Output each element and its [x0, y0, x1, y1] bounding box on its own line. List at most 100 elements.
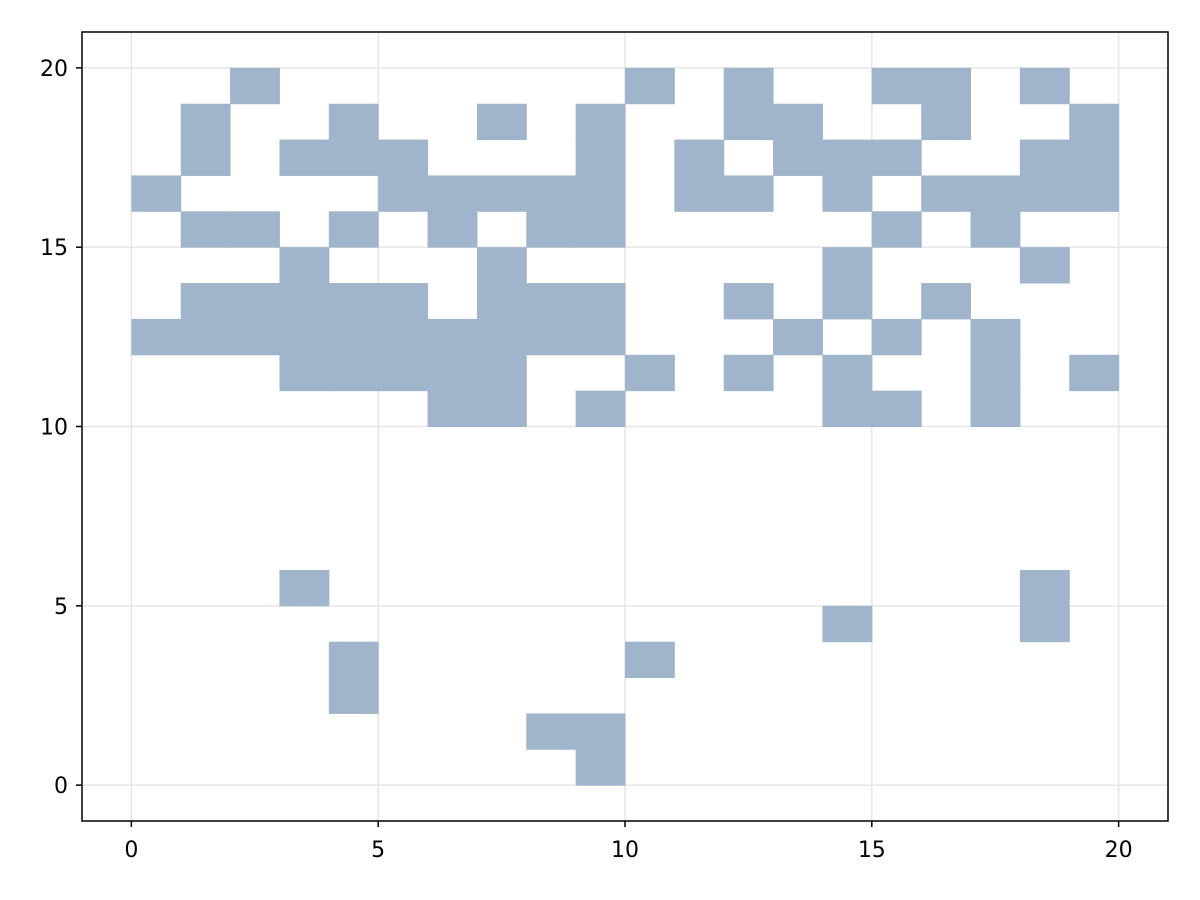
x-tick-label: 0	[124, 838, 138, 863]
heatmap-cell	[822, 390, 873, 427]
heatmap-cell	[476, 283, 527, 320]
heatmap-cell	[230, 283, 280, 320]
heatmap-cell	[230, 211, 280, 248]
heatmap-cell	[526, 283, 577, 320]
heatmap-cell	[871, 211, 922, 248]
heatmap-cell	[723, 175, 774, 212]
heatmap-cell	[723, 67, 774, 105]
heatmap-cell	[970, 175, 1021, 212]
x-tick-label: 20	[1105, 838, 1133, 863]
heatmap-cell	[822, 283, 873, 320]
heatmap-cell	[180, 318, 231, 356]
heatmap-cell	[526, 713, 577, 750]
y-tick-label: 20	[40, 57, 68, 82]
heatmap-cell	[921, 67, 972, 105]
heatmap-cell	[625, 67, 675, 105]
heatmap-cell	[476, 175, 527, 212]
heatmap-cell	[1019, 247, 1070, 284]
heatmap-cell	[427, 390, 478, 427]
heatmap-cell	[427, 318, 478, 356]
heatmap-cell	[476, 103, 527, 141]
heatmap-cell	[180, 139, 231, 176]
heatmap-cell	[476, 390, 527, 427]
heatmap-cell	[378, 139, 429, 176]
y-tick-label: 0	[54, 774, 68, 799]
heatmap-cell	[378, 318, 429, 356]
heatmap-cells	[131, 67, 1120, 786]
y-tick-label: 5	[54, 595, 68, 620]
x-tick-label: 15	[858, 838, 886, 863]
heatmap-cell	[773, 139, 823, 176]
heatmap-cell	[773, 103, 823, 141]
axis-ticks: 0 5 10 15 20 0 5 10 15 20	[40, 57, 1133, 863]
heatmap-cell	[378, 175, 429, 212]
heatmap-cell	[526, 211, 577, 248]
heatmap-cell	[822, 605, 873, 643]
heatmap-cell	[575, 713, 626, 750]
heatmap-cell	[822, 354, 873, 392]
heatmap-cell	[1069, 139, 1120, 176]
heatmap-cell	[970, 390, 1021, 427]
heatmap-cell	[180, 283, 231, 320]
x-tick-label: 5	[371, 838, 385, 863]
heatmap-cell	[575, 103, 626, 141]
heatmap-cell	[871, 318, 922, 356]
heatmap-cell	[575, 283, 626, 320]
heatmap-cell	[723, 283, 774, 320]
heatmap-cell	[871, 390, 922, 427]
heatmap-cell	[328, 211, 379, 248]
heatmap-cell	[328, 677, 379, 714]
heatmap-cell	[921, 283, 972, 320]
heatmap-cell	[625, 641, 675, 679]
heatmap-cell	[427, 211, 478, 248]
heatmap-cell	[970, 354, 1021, 392]
heatmap-cell	[575, 211, 626, 248]
heatmap-cell	[575, 749, 626, 786]
heatmap-cell	[131, 175, 182, 212]
heatmap-cell	[723, 354, 774, 392]
heatmap-cell	[674, 175, 725, 212]
heatmap-cell	[1069, 103, 1120, 141]
heatmap-cell	[1019, 569, 1070, 607]
heatmap-cell	[1019, 139, 1070, 176]
heatmap-cell	[230, 67, 280, 105]
heatmap-cell	[427, 354, 478, 392]
heatmap-cell	[822, 139, 873, 176]
heatmap-cell	[131, 318, 182, 356]
heatmap-cell	[822, 247, 873, 284]
heatmap-cell	[822, 175, 873, 212]
heatmap-cell	[871, 67, 922, 105]
heatmap-cell	[1069, 354, 1120, 392]
heatmap-cell	[328, 139, 379, 176]
heatmap-cell	[575, 175, 626, 212]
heatmap-cell	[1019, 605, 1070, 643]
heatmap-cell	[970, 211, 1021, 248]
heatmap-cell	[871, 139, 922, 176]
heatmap-cell	[378, 354, 429, 392]
heatmap-cell	[180, 211, 231, 248]
heatmap-cell	[328, 318, 379, 356]
heatmap-cell	[625, 354, 675, 392]
heatmap-cell	[476, 247, 527, 284]
heatmap-cell	[921, 175, 972, 212]
heatmap-cell	[1019, 67, 1070, 105]
heatmap-cell	[575, 139, 626, 176]
heatmap-cell	[921, 103, 972, 141]
heatmap-cell	[575, 318, 626, 356]
heatmap-cell	[723, 103, 774, 141]
heatmap-cell	[427, 175, 478, 212]
heatmap-cell	[476, 354, 527, 392]
heatmap-cell	[279, 283, 330, 320]
heatmap-cell	[526, 175, 577, 212]
heatmap-cell	[328, 283, 379, 320]
heatmap-cell	[1069, 175, 1120, 212]
heatmap-cell	[970, 318, 1021, 356]
x-tick-label: 10	[611, 838, 639, 863]
heatmap-cell	[328, 354, 379, 392]
heatmap-cell	[378, 283, 429, 320]
heatmap-cell	[773, 318, 823, 356]
heatmap-cell	[180, 103, 231, 141]
heatmap-cell	[575, 390, 626, 427]
heatmap-cell	[476, 318, 527, 356]
